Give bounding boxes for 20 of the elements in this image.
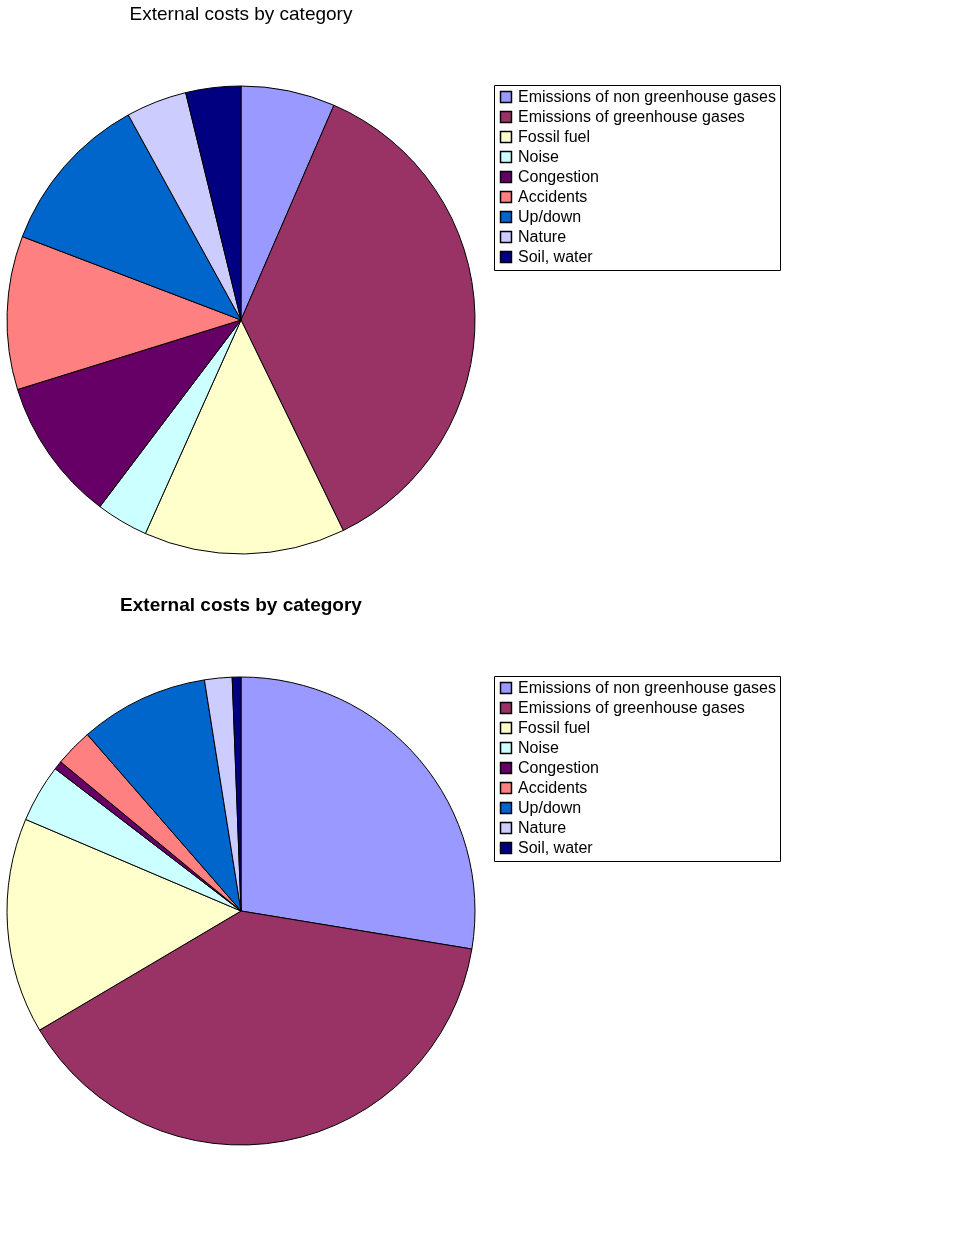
legend-label: Fossil fuel xyxy=(518,128,591,145)
legend-label: Accidents xyxy=(518,779,588,796)
legend-label: Emissions of non greenhouse gases xyxy=(518,88,776,105)
legend-label: Emissions of greenhouse gases xyxy=(518,108,745,125)
legend-label: Nature xyxy=(518,819,567,836)
legend-label: Congestion xyxy=(518,759,599,776)
legend-label: Fossil fuel xyxy=(518,719,591,736)
legend-label: Soil, water xyxy=(518,248,594,265)
legend-label: Emissions of non greenhouse gases xyxy=(518,679,776,696)
legend-label: Accidents xyxy=(518,188,588,205)
chart-title: External costs by category xyxy=(129,3,353,24)
chart-title: External costs by category xyxy=(120,594,363,615)
legend-label: Noise xyxy=(518,739,560,756)
legend-label: Up/down xyxy=(518,208,582,225)
legend-label: Up/down xyxy=(518,799,582,816)
legend-label: Emissions of greenhouse gases xyxy=(518,699,745,716)
legend-label: Nature xyxy=(518,228,567,245)
legend-label: Congestion xyxy=(518,168,599,185)
legend-label: Noise xyxy=(518,148,560,165)
legend-label: Soil, water xyxy=(518,839,594,856)
